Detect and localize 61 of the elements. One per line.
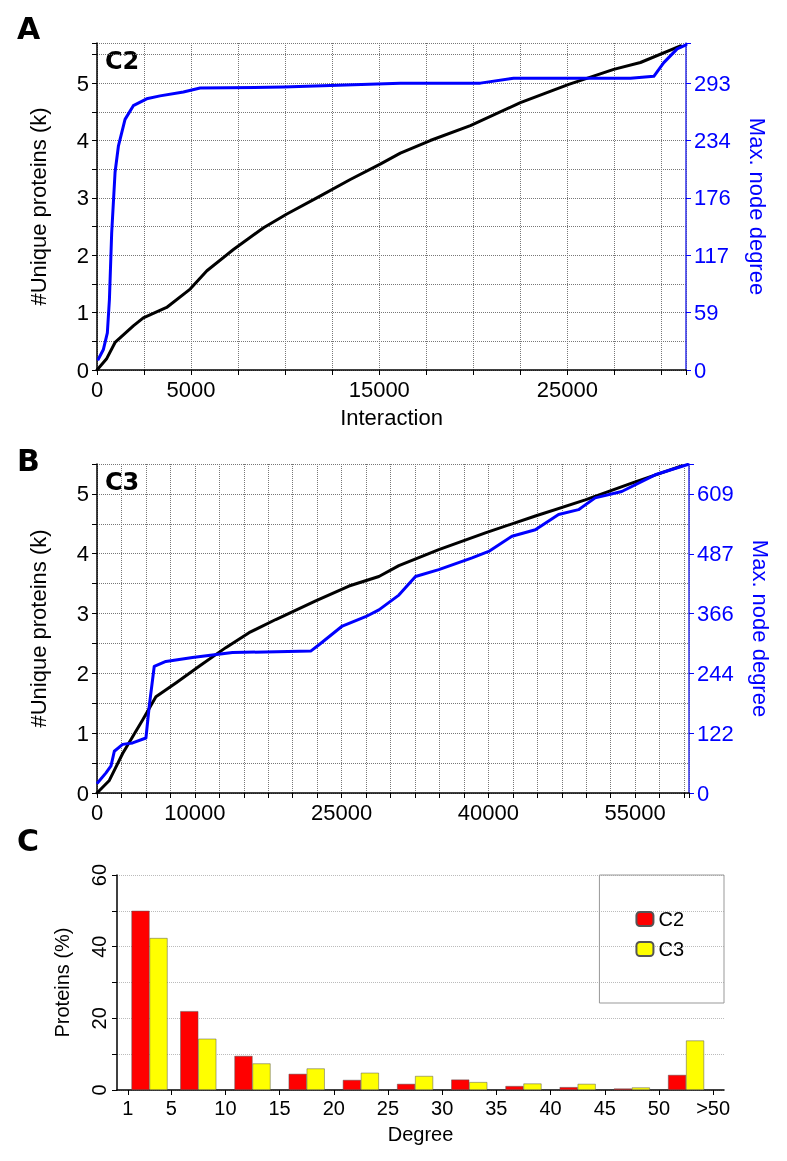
y-tick-label: 0 — [76, 357, 89, 383]
x-tick-label: >50 — [696, 1097, 731, 1119]
y2-tick-label: 122 — [697, 720, 734, 746]
x-tick-label: 5 — [165, 1097, 177, 1119]
y-tick-label: 5 — [76, 70, 89, 96]
x-tick-label: 20 — [322, 1097, 345, 1119]
y2-tick-label: 609 — [697, 481, 734, 507]
x-tick-label: 5000 — [166, 376, 216, 402]
y-tick-label: 60 — [88, 863, 110, 887]
y-tick-label: 0 — [88, 1084, 110, 1096]
x-tick-label: 40000 — [457, 799, 519, 825]
y2-tick-label: 366 — [697, 600, 734, 626]
y-axis-title: #Unique proteins (k) — [25, 107, 51, 306]
x-tick-label: 40 — [539, 1097, 562, 1119]
y-tick-label: 1 — [76, 720, 89, 746]
y-tick-label: 4 — [76, 128, 89, 154]
chart-title: A — [17, 10, 41, 46]
x-tick-label: 45 — [593, 1097, 616, 1119]
y-axis-title: #Unique proteins (k) — [25, 529, 51, 728]
annotation: C3 — [105, 468, 140, 496]
legend-label: C2 — [658, 908, 685, 930]
y-tick-label: 3 — [76, 185, 89, 211]
y2-tick-label: 176 — [694, 185, 731, 211]
y-tick-label: 4 — [76, 541, 89, 567]
x-tick-label: 25 — [376, 1097, 400, 1119]
x-axis-title: Interaction — [340, 404, 443, 430]
x-tick-label: 30 — [431, 1097, 454, 1119]
y2-tick-label: 117 — [694, 242, 730, 268]
y2-tick-label: 234 — [694, 128, 731, 154]
y2-tick-label: 244 — [697, 660, 734, 686]
x-tick-label: 25000 — [311, 799, 373, 825]
chart-title: C — [17, 822, 40, 858]
y2-tick-label: 487 — [697, 541, 734, 567]
y2-axis-title: Max. node degree — [744, 117, 770, 296]
y-tick-label: 3 — [76, 601, 89, 627]
x-tick-label: 1 — [122, 1097, 134, 1119]
y-tick-label: 0 — [76, 780, 89, 806]
x-tick-label: 55000 — [604, 799, 666, 825]
x-tick-label: 25000 — [536, 376, 599, 402]
x-tick-label: 15 — [268, 1097, 291, 1119]
y2-tick-label: 0 — [694, 357, 707, 383]
y-tick-label: 2 — [76, 660, 89, 686]
y2-tick-label: 0 — [697, 780, 710, 806]
y2-axis-title: Max. node degree — [747, 539, 773, 718]
x-tick-label: 15000 — [348, 376, 410, 402]
y-tick-label: 40 — [88, 935, 110, 958]
y2-tick-label: 293 — [694, 70, 731, 96]
legend-label: C3 — [658, 938, 685, 960]
y-tick-label: 1 — [76, 300, 89, 326]
y2-tick-label: 59 — [694, 299, 719, 325]
x-tick-label: 35 — [485, 1097, 508, 1119]
annotation: C2 — [105, 47, 140, 75]
y-tick-label: 20 — [88, 1007, 110, 1030]
x-tick-label: 10000 — [164, 799, 226, 825]
y-axis-title: Proteins (%) — [51, 927, 73, 1038]
x-tick-label: 50 — [647, 1097, 671, 1119]
chart-title: B — [17, 442, 40, 478]
x-tick-label: 10 — [214, 1097, 237, 1119]
y-tick-label: 5 — [76, 481, 89, 507]
x-axis-title: Degree — [387, 1123, 454, 1145]
y-tick-label: 2 — [76, 242, 89, 268]
